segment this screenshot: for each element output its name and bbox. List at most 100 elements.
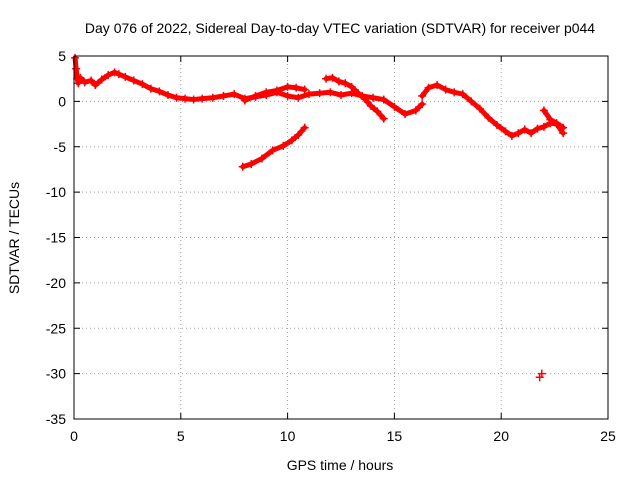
data-point xyxy=(328,73,337,82)
gridlines xyxy=(74,56,608,419)
data-point xyxy=(247,159,256,168)
series-line xyxy=(323,75,387,122)
data-point xyxy=(354,89,363,98)
data-point xyxy=(411,106,420,115)
x-tick-label: 20 xyxy=(493,428,509,444)
y-tick-label: -30 xyxy=(46,366,66,382)
data-point xyxy=(501,127,510,136)
data-point xyxy=(467,97,476,106)
series-line xyxy=(541,107,566,131)
data-point xyxy=(163,91,172,100)
data-point xyxy=(379,95,388,104)
data-point xyxy=(155,87,164,96)
data-point xyxy=(418,91,427,100)
series-track-upper-branch-2 xyxy=(240,82,309,105)
data-point xyxy=(458,90,467,99)
data-point xyxy=(91,81,100,90)
data-point xyxy=(87,76,96,85)
y-tick-label: 5 xyxy=(58,48,66,64)
chart-title: Day 076 of 2022, Sidereal Day-to-day VTE… xyxy=(85,20,595,36)
data-point xyxy=(337,91,345,100)
data-point xyxy=(450,88,459,97)
data-point xyxy=(230,90,239,99)
data-point xyxy=(283,91,292,100)
x-tick-label: 25 xyxy=(600,428,616,444)
data-point xyxy=(279,141,288,150)
data-point xyxy=(268,146,277,155)
data-point xyxy=(369,93,378,102)
data-point xyxy=(129,76,138,85)
data-point xyxy=(76,73,85,82)
data-point xyxy=(514,129,523,138)
data-point xyxy=(198,94,207,103)
data-point xyxy=(272,86,281,95)
y-tick-label: 0 xyxy=(58,93,66,109)
data-point xyxy=(172,93,181,102)
y-axis-label: SDTVAR / TECUs xyxy=(6,182,22,294)
data-point xyxy=(527,129,536,138)
data-point xyxy=(559,123,568,132)
series-track-main-late xyxy=(418,81,568,140)
y-tick-label: -10 xyxy=(46,184,66,200)
data-point xyxy=(219,91,228,100)
data-layer xyxy=(71,53,568,382)
data-point xyxy=(341,79,350,88)
data-point xyxy=(72,64,81,73)
data-point xyxy=(373,107,382,116)
data-point xyxy=(520,125,529,134)
data-point xyxy=(208,93,217,102)
data-point xyxy=(189,95,198,104)
y-tick-label: -25 xyxy=(46,320,66,336)
x-tick-label: 15 xyxy=(387,428,403,444)
data-point xyxy=(492,120,501,129)
data-point xyxy=(484,113,493,122)
data-point xyxy=(546,115,555,124)
data-point xyxy=(334,77,343,86)
data-point xyxy=(326,88,335,97)
series-track-descending xyxy=(238,123,309,171)
data-point xyxy=(240,96,249,105)
x-tick-label: 0 xyxy=(70,428,78,444)
data-point xyxy=(475,104,484,113)
data-point xyxy=(322,74,331,83)
data-point xyxy=(262,88,271,97)
data-point xyxy=(97,75,106,84)
data-point xyxy=(114,70,123,79)
y-tick-label: -15 xyxy=(46,230,66,246)
data-point xyxy=(283,82,292,91)
data-point xyxy=(539,106,548,115)
x-tick-label: 10 xyxy=(280,428,296,444)
data-point xyxy=(292,83,301,92)
data-point xyxy=(537,369,546,378)
data-point xyxy=(379,114,388,123)
data-point xyxy=(418,100,427,109)
data-point xyxy=(238,162,247,171)
data-point xyxy=(347,82,356,91)
series-track-upper-branch xyxy=(322,73,388,123)
data-point xyxy=(110,68,119,77)
data-point xyxy=(71,53,80,62)
data-point xyxy=(80,78,89,87)
data-point xyxy=(251,91,260,100)
data-point xyxy=(257,154,266,163)
data-point xyxy=(366,101,375,110)
y-tick-label: -5 xyxy=(54,139,67,155)
data-point xyxy=(104,71,113,80)
data-point xyxy=(146,84,155,93)
data-point xyxy=(181,94,190,103)
data-point xyxy=(552,119,561,128)
data-point xyxy=(294,130,303,139)
series-isolated-point xyxy=(535,369,546,382)
data-point xyxy=(138,80,147,89)
data-point xyxy=(121,72,130,81)
data-point xyxy=(300,123,309,132)
data-point xyxy=(390,102,399,111)
data-point xyxy=(300,85,309,94)
series-track-late-tail xyxy=(539,106,568,132)
x-tick-label: 5 xyxy=(177,428,185,444)
series-line xyxy=(240,125,308,170)
data-point xyxy=(315,89,324,98)
